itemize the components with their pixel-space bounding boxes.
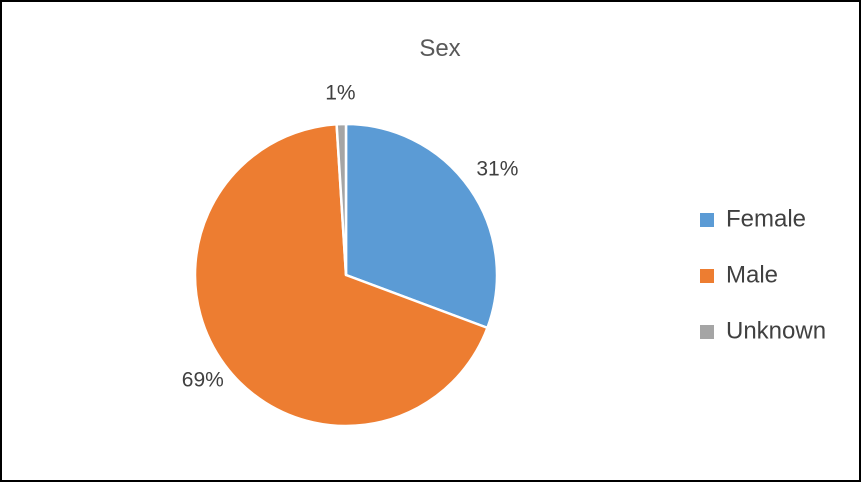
pie-slice-female (344, 122, 499, 330)
legend-swatch-unknown (700, 325, 714, 339)
legend-label-female: Female (726, 205, 806, 232)
legend: Female Male Unknown (700, 205, 826, 344)
legend-label-unknown: Unknown (726, 317, 826, 344)
pie-slice-unknown (335, 122, 348, 277)
legend-swatch-male (700, 269, 714, 283)
chart-title: Sex (419, 35, 460, 62)
data-label-male: 69% (182, 369, 224, 392)
pie-slice-male (193, 123, 489, 428)
legend-swatch-female (700, 213, 714, 227)
pie-data-labels: 31% 69% 1% (182, 81, 519, 391)
data-label-female: 31% (476, 158, 518, 181)
legend-label-male: Male (726, 261, 778, 288)
pie-slices (193, 122, 499, 428)
data-label-unknown: 1% (325, 81, 355, 104)
